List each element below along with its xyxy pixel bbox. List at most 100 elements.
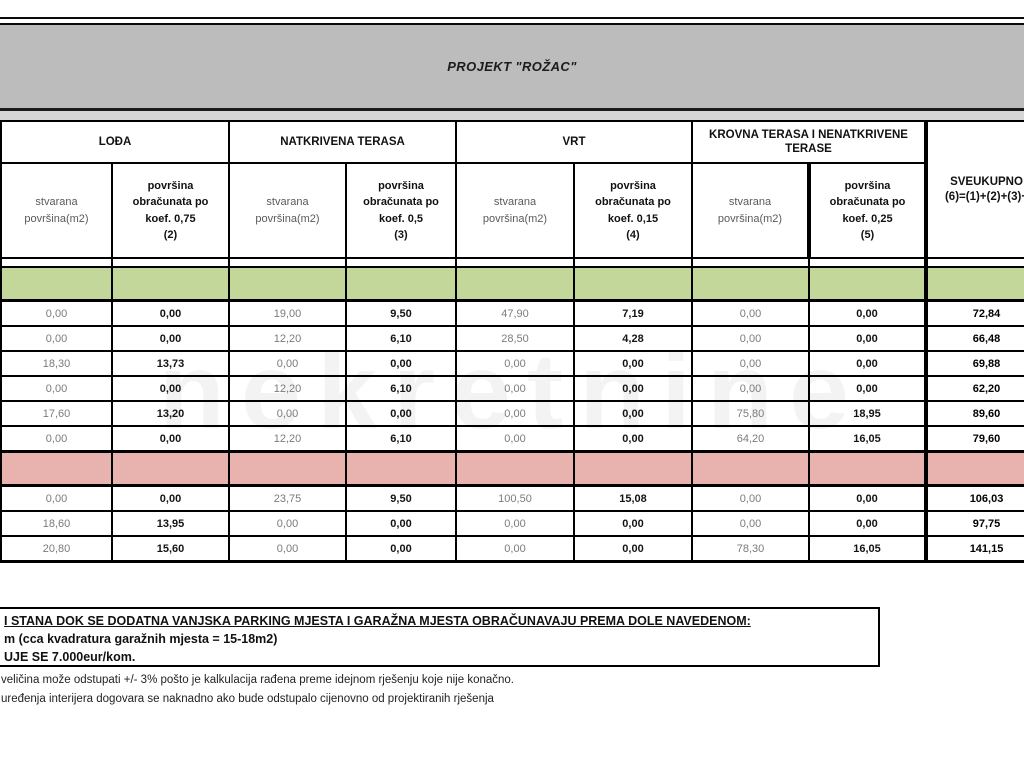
table-cell: 0,00 <box>455 350 575 377</box>
table-cell: 6,10 <box>345 325 457 352</box>
table-cell: 0,00 <box>228 350 347 377</box>
table-cell: 0,00 <box>573 400 693 427</box>
table-cell: 0,00 <box>111 299 230 327</box>
table-cell: 69,88 <box>924 350 1024 377</box>
table-cell: 0,00 <box>345 350 457 377</box>
footer-box-line: UJE SE 7.000eur/kom. <box>4 650 136 664</box>
table-cell: 0,00 <box>0 299 113 327</box>
table-cell: 15,60 <box>111 535 230 563</box>
table-cell: 0,00 <box>345 535 457 563</box>
footer-note-box: I STANA DOK SE DODATNA VANJSKA PARKING M… <box>0 607 880 667</box>
title-divider <box>0 108 1024 111</box>
table-cell: 17,60 <box>0 400 113 427</box>
subheader-koef-075: površina obračunata po koef. 0,75 (2) <box>111 162 230 259</box>
table-cell: 0,00 <box>0 484 113 512</box>
table-cell: 47,90 <box>455 299 575 327</box>
spacer-row <box>0 257 1024 268</box>
table-row: 20,80 15,60 0,00 0,00 0,00 0,00 78,30 16,05 141,… <box>0 535 1024 563</box>
table-row: 0,00 0,00 12,20 6,10 0,00 0,00 0,00 0,00 62,20 <box>0 375 1024 402</box>
table-cell: 15,08 <box>573 484 693 512</box>
table-cell: 0,00 <box>0 325 113 352</box>
table-cell: 0,00 <box>345 400 457 427</box>
table-cell: 0,00 <box>573 350 693 377</box>
table-cell: 0,00 <box>807 350 928 377</box>
total-column-header: SVEUKUPNO (6)=(1)+(2)+(3)+ <box>924 120 1024 259</box>
table-cell: 0,00 <box>0 375 113 402</box>
table-cell: 19,00 <box>228 299 347 327</box>
table-cell: 12,20 <box>228 425 347 453</box>
table-cell: 0,00 <box>111 375 230 402</box>
table-cell: 0,00 <box>691 510 810 537</box>
subheader-actual-area: stvarana površina(m2) <box>455 162 575 259</box>
group-header-row: LOĐA NATKRIVENA TERASA VRT KROVNA TERASA… <box>0 120 1024 259</box>
table-cell: 79,60 <box>924 425 1024 453</box>
table-cell: 0,00 <box>455 375 575 402</box>
table-cell: 0,00 <box>573 535 693 563</box>
table-cell: 7,19 <box>573 299 693 327</box>
table-cell: 0,00 <box>228 510 347 537</box>
table-cell: 0,00 <box>807 510 928 537</box>
table-cell: 4,28 <box>573 325 693 352</box>
table-cell: 18,60 <box>0 510 113 537</box>
table-cell: 20,80 <box>0 535 113 563</box>
group-header-krovna-terasa: KROVNA TERASA I NENATKRIVENE TERASE <box>690 120 928 164</box>
table-cell: 0,00 <box>691 375 810 402</box>
table-cell: 13,73 <box>111 350 230 377</box>
group-header-vrt: VRT <box>455 120 693 164</box>
area-table: LOĐA NATKRIVENA TERASA VRT KROVNA TERASA… <box>0 120 1024 575</box>
table-cell: 18,30 <box>0 350 113 377</box>
table-cell: 16,05 <box>807 535 928 563</box>
table-cell: 97,75 <box>924 510 1024 537</box>
table-cell: 89,60 <box>924 400 1024 427</box>
table-cell: 12,20 <box>228 375 347 402</box>
table-cell: 72,84 <box>924 299 1024 327</box>
table-row: 0,00 0,00 19,00 9,50 47,90 7,19 0,00 0,00 72,84 <box>0 299 1024 327</box>
table-cell: 28,50 <box>455 325 575 352</box>
table-cell: 0,00 <box>455 400 575 427</box>
subheader-actual-area: stvarana površina(m2) <box>0 162 113 259</box>
table-cell: 12,20 <box>228 325 347 352</box>
footnote: uređenja interijera dogovara se naknadno… <box>1 693 494 705</box>
table-cell: 13,20 <box>111 400 230 427</box>
table-cell: 0,00 <box>455 535 575 563</box>
table-cell: 0,00 <box>228 400 347 427</box>
title-band: PROJEKT "ROŽAC" <box>0 25 1024 108</box>
page-title: PROJEKT "ROŽAC" <box>447 59 577 74</box>
table-cell: 0,00 <box>573 425 693 453</box>
table-cell: 0,00 <box>807 325 928 352</box>
table-cell: 6,10 <box>345 425 457 453</box>
table-cell: 141,15 <box>924 535 1024 563</box>
table-header: LOĐA NATKRIVENA TERASA VRT KROVNA TERASA… <box>0 120 1024 259</box>
table-row: 0,00 0,00 23,75 9,50 100,50 15,08 0,00 0,00 106,… <box>0 484 1024 512</box>
pink-band-row <box>0 450 1024 487</box>
subheader-koef-05: površina obračunata po koef. 0,5 (3) <box>345 162 457 259</box>
footer-box-line: I STANA DOK SE DODATNA VANJSKA PARKING M… <box>4 614 751 628</box>
table-cell: 106,03 <box>924 484 1024 512</box>
surface-table: LOĐA NATKRIVENA TERASA VRT KROVNA TERASA… <box>0 120 1024 563</box>
band-section <box>0 257 1024 302</box>
table-cell: 0,00 <box>807 299 928 327</box>
subheader-koef-015: površina obračunata po koef. 0,15 (4) <box>573 162 693 259</box>
table-cell: 6,10 <box>345 375 457 402</box>
table-cell: 18,95 <box>807 400 928 427</box>
table-cell: 23,75 <box>228 484 347 512</box>
table-row: 0,00 0,00 12,20 6,10 0,00 0,00 64,20 16,05 79,60 <box>0 425 1024 453</box>
band-section <box>0 450 1024 487</box>
table-row: 18,60 13,95 0,00 0,00 0,00 0,00 0,00 0,00 97,75 <box>0 510 1024 537</box>
table-cell: 9,50 <box>345 484 457 512</box>
subheader-actual-area: stvarana površina(m2) <box>228 162 347 259</box>
table-cell: 0,00 <box>228 535 347 563</box>
table-row: 17,60 13,20 0,00 0,00 0,00 0,00 75,80 18,95 89,6… <box>0 400 1024 427</box>
top-divider <box>0 17 1024 25</box>
group-header-loda: LOĐA <box>0 120 230 164</box>
table-cell: 0,00 <box>345 510 457 537</box>
table-cell: 75,80 <box>691 400 810 427</box>
sub-header-row: stvarana površina(m2) površina obračunat… <box>0 162 1024 259</box>
title-sub-band <box>0 111 1024 120</box>
table-cell: 62,20 <box>924 375 1024 402</box>
table-cell: 0,00 <box>0 425 113 453</box>
table-cell: 78,30 <box>691 535 810 563</box>
footnote: veličina može odstupati +/- 3% pošto je … <box>1 674 514 686</box>
table-cell: 64,20 <box>691 425 810 453</box>
